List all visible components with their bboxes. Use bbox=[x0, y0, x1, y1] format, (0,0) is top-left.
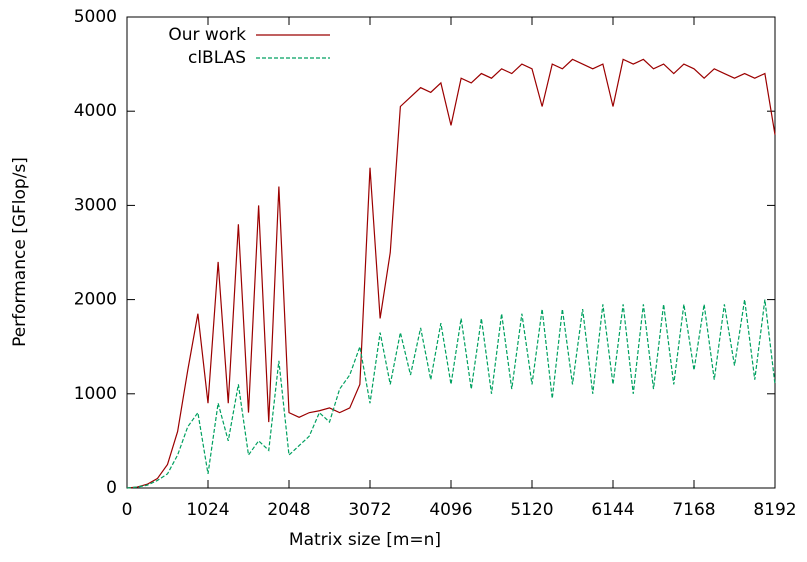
series-line bbox=[126, 299, 776, 489]
x-tick-label: 6144 bbox=[591, 500, 634, 520]
plot-frame bbox=[126, 16, 776, 489]
legend-label: clBLAS bbox=[188, 48, 246, 68]
y-tick-label: 1000 bbox=[74, 384, 117, 404]
y-tick-label: 3000 bbox=[74, 195, 117, 215]
x-tick-label: 5120 bbox=[510, 500, 553, 520]
legend-label: Our work bbox=[168, 25, 246, 45]
x-tick-label: 7168 bbox=[672, 500, 715, 520]
x-tick-label: 2048 bbox=[267, 500, 310, 520]
x-tick-label: 0 bbox=[122, 500, 133, 520]
x-tick-label: 1024 bbox=[186, 500, 229, 520]
series-line bbox=[126, 58, 776, 489]
y-tick-label: 4000 bbox=[74, 101, 117, 121]
y-tick-label: 0 bbox=[106, 478, 117, 498]
y-tick-label: 2000 bbox=[74, 290, 117, 310]
x-tick-label: 3072 bbox=[348, 500, 391, 520]
y-tick-label: 5000 bbox=[74, 7, 117, 27]
y-axis-label: Performance [GFlop/s] bbox=[10, 157, 30, 347]
x-tick-label: 8192 bbox=[753, 500, 796, 520]
x-tick-label: 4096 bbox=[429, 500, 472, 520]
x-axis-label: Matrix size [m=n] bbox=[289, 530, 441, 550]
